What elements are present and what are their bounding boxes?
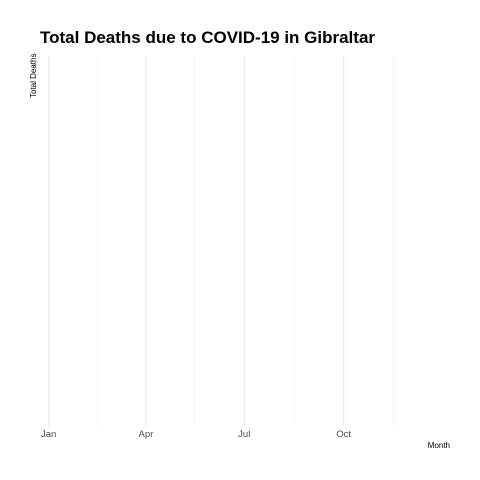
x-tick-label-jul: Jul <box>238 429 250 440</box>
x-axis-label: Month <box>428 441 450 450</box>
x-tick-labels: Jan Apr Jul Oct <box>41 429 351 440</box>
x-tick-label-jan: Jan <box>41 429 56 440</box>
y-axis-label: Total Deaths <box>29 54 38 98</box>
chart-title: Total Deaths due to COVID-19 in Gibralta… <box>40 28 375 47</box>
grid <box>48 56 394 426</box>
x-tick-label-oct: Oct <box>336 429 351 440</box>
x-tick-label-apr: Apr <box>139 429 154 440</box>
